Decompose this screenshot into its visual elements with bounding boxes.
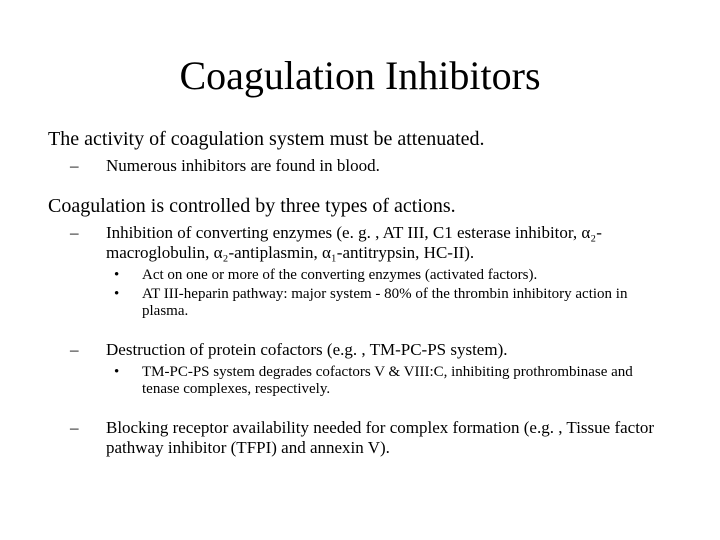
sub-sub-item-text: TM-PC-PS system degrades cofactors V & V…: [142, 364, 633, 397]
spacer: [48, 400, 672, 414]
sub-item-text: Blocking receptor availability needed fo…: [106, 418, 654, 457]
sub-item-text: Destruction of protein cofactors (e.g. ,…: [106, 340, 507, 359]
spacer: [48, 322, 672, 336]
bullet-icon: •: [128, 267, 142, 284]
sub-sub-item: •Act on one or more of the converting en…: [128, 267, 672, 284]
bullet-icon: •: [128, 364, 142, 381]
sub-item: –Inhibition of converting enzymes (e. g.…: [88, 223, 672, 263]
sub-item: –Blocking receptor availability needed f…: [88, 418, 672, 458]
sub-sub-item: •TM-PC-PS system degrades cofactors V & …: [128, 364, 672, 398]
sub-item: –Destruction of protein cofactors (e.g. …: [88, 340, 672, 360]
dash-icon: –: [88, 156, 106, 176]
sub-item: –Numerous inhibitors are found in blood.: [88, 156, 672, 176]
sub-item-text: Inhibition of converting enzymes (e. g. …: [106, 223, 602, 262]
sub-sub-item: •AT III-heparin pathway: major system - …: [128, 286, 672, 320]
sub-sub-item-text: AT III-heparin pathway: major system - 8…: [142, 286, 627, 319]
section: The activity of coagulation system must …: [48, 127, 672, 176]
slide: Coagulation Inhibitors The activity of c…: [0, 0, 720, 540]
section: Coagulation is controlled by three types…: [48, 194, 672, 458]
bullet-icon: •: [128, 286, 142, 303]
section-text: The activity of coagulation system must …: [48, 127, 672, 152]
dash-icon: –: [88, 418, 106, 438]
section-text: Coagulation is controlled by three types…: [48, 194, 672, 219]
sub-sub-item-text: Act on one or more of the converting enz…: [142, 267, 537, 283]
dash-icon: –: [88, 223, 106, 243]
sub-item-text: Numerous inhibitors are found in blood.: [106, 156, 380, 175]
slide-title: Coagulation Inhibitors: [48, 52, 672, 99]
dash-icon: –: [88, 340, 106, 360]
